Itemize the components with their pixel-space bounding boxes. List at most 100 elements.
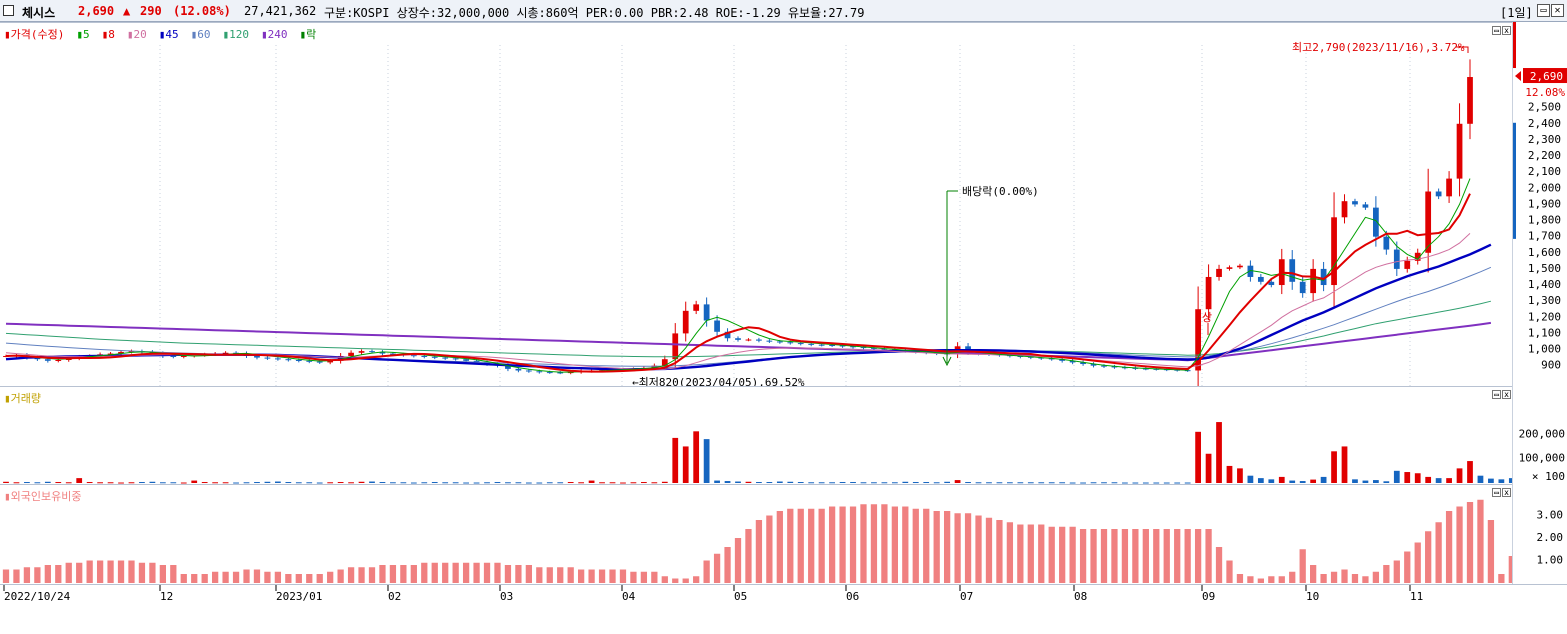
panel-minimize-icon[interactable]: ▭ bbox=[1492, 26, 1501, 35]
volume-bar bbox=[358, 481, 365, 483]
foreign-bar bbox=[1048, 526, 1055, 583]
foreign-bar bbox=[1289, 571, 1296, 583]
volume-bar bbox=[1153, 482, 1160, 484]
volume-bar bbox=[1038, 482, 1045, 484]
candle-body bbox=[264, 357, 271, 359]
foreign-bar bbox=[191, 574, 198, 583]
current-price-label: 2,690 bbox=[1530, 70, 1563, 83]
foreign-bar bbox=[1404, 551, 1411, 583]
foreign-bar bbox=[1351, 574, 1359, 583]
volume-bar bbox=[285, 482, 292, 484]
foreign-bar bbox=[1163, 529, 1170, 583]
volume-bar bbox=[1299, 481, 1306, 483]
volume-bar bbox=[1184, 482, 1191, 484]
candle-body bbox=[410, 355, 417, 357]
period-button[interactable]: [1일] bbox=[1500, 6, 1533, 20]
volume-bar bbox=[808, 482, 815, 484]
legend-price[interactable]: ▮가격(수정) bbox=[4, 28, 65, 41]
volume-bar bbox=[13, 482, 20, 484]
price-tick-label: 1,400 bbox=[1528, 278, 1561, 291]
volume-bar bbox=[327, 482, 334, 484]
foreign-bar bbox=[693, 576, 700, 583]
foreign-bar bbox=[222, 571, 229, 583]
volume-bar bbox=[159, 482, 166, 484]
volume-bar bbox=[1362, 480, 1369, 483]
foreign-bar bbox=[180, 574, 187, 583]
legend-ma8[interactable]: ▮8 bbox=[101, 28, 115, 41]
foreign-bar bbox=[1017, 524, 1024, 583]
volume-bar bbox=[421, 482, 428, 484]
foreign-bar bbox=[232, 571, 240, 583]
foreign-bar bbox=[442, 562, 449, 583]
foreign-minimize-icon[interactable]: ▭ bbox=[1492, 488, 1501, 497]
price-plot: 최고2,790(2023/11/16),3.72% ←최저820(2023/04/… bbox=[3, 41, 1492, 387]
foreign-bar bbox=[400, 565, 407, 583]
legend-ma240[interactable]: ▮240 bbox=[260, 28, 288, 41]
candle-body bbox=[1257, 276, 1264, 282]
volume-bar bbox=[881, 482, 888, 484]
candle-body bbox=[1142, 368, 1149, 370]
legend-ma20[interactable]: ▮20 bbox=[126, 28, 147, 41]
range-bar-down bbox=[1513, 122, 1516, 239]
volume-bar bbox=[97, 482, 103, 484]
candle-body bbox=[1414, 252, 1421, 261]
foreign-bar bbox=[964, 513, 972, 583]
close-icon[interactable]: ✕ bbox=[1551, 4, 1564, 17]
candle-body bbox=[390, 353, 396, 355]
volume-bar bbox=[933, 482, 940, 484]
volume-minimize-icon[interactable]: ▭ bbox=[1492, 390, 1501, 399]
foreign-bar bbox=[755, 520, 763, 583]
candle-body bbox=[1069, 360, 1076, 363]
volume-bar bbox=[264, 481, 271, 483]
price-tick-label: 900 bbox=[1541, 359, 1561, 372]
foreign-bar bbox=[473, 562, 480, 583]
candle-body bbox=[1299, 281, 1306, 294]
candle-body bbox=[1362, 204, 1369, 208]
volume-close-icon[interactable]: x bbox=[1502, 390, 1511, 399]
foreign-bar bbox=[515, 565, 522, 583]
candle-body bbox=[724, 331, 731, 339]
volume-bar bbox=[473, 482, 480, 484]
legend-ma60[interactable]: ▮60 bbox=[190, 28, 211, 41]
current-price-box bbox=[1523, 68, 1567, 84]
volume-bar bbox=[1195, 431, 1201, 483]
foreign-bar bbox=[1508, 556, 1512, 583]
foreign-close-icon[interactable]: x bbox=[1502, 488, 1511, 497]
candle-body bbox=[1226, 267, 1233, 269]
foreign-bar bbox=[808, 508, 815, 583]
volume-bar bbox=[65, 482, 72, 484]
candle-body bbox=[3, 355, 9, 357]
candle-body bbox=[703, 304, 710, 321]
candle-body bbox=[525, 370, 532, 372]
price-panel: ▮가격(수정) ▮5 ▮8 ▮20 ▮45 ▮60 ▮120 ▮240 ▮락 ▭ x 최고2,7… bbox=[0, 22, 1512, 387]
volume-bar bbox=[1080, 482, 1086, 484]
panel-close-icon[interactable]: x bbox=[1502, 26, 1511, 35]
legend-ma120[interactable]: ▮120 bbox=[222, 28, 249, 41]
price-legend: ▮가격(수정) ▮5 ▮8 ▮20 ▮45 ▮60 ▮120 ▮240 ▮락 bbox=[4, 26, 328, 42]
volume-bar bbox=[1373, 480, 1379, 483]
price-tick-label: 1,100 bbox=[1528, 326, 1561, 339]
legend-ex-dividend[interactable]: ▮락 bbox=[299, 28, 317, 41]
ma120-line bbox=[5, 300, 1492, 358]
foreign-legend[interactable]: ▮외국인보유비중 bbox=[4, 490, 82, 503]
candle-body bbox=[55, 360, 62, 362]
volume-bar bbox=[149, 481, 156, 483]
foreign-bar bbox=[588, 569, 595, 583]
volume-bar bbox=[306, 482, 313, 484]
maximize-icon[interactable]: ▭ bbox=[1537, 4, 1550, 17]
volume-bar bbox=[222, 482, 229, 484]
foreign-bar bbox=[421, 562, 428, 583]
price-tick-label: 1,000 bbox=[1528, 343, 1561, 356]
foreign-bar bbox=[1059, 526, 1066, 583]
legend-ma45[interactable]: ▮45 bbox=[158, 28, 179, 41]
volume-legend[interactable]: ▮거래량 bbox=[4, 392, 41, 405]
volume-bar bbox=[1007, 482, 1013, 484]
price-tick-label: 1,200 bbox=[1528, 310, 1561, 323]
select-checkbox[interactable] bbox=[3, 5, 14, 16]
legend-ma5[interactable]: ▮5 bbox=[76, 28, 90, 41]
price-tick-label: 2,300 bbox=[1528, 133, 1561, 146]
volume-bar bbox=[923, 482, 930, 484]
candle-body bbox=[1446, 178, 1452, 197]
foreign-bar bbox=[881, 504, 888, 583]
foreign-bar bbox=[1278, 576, 1285, 583]
